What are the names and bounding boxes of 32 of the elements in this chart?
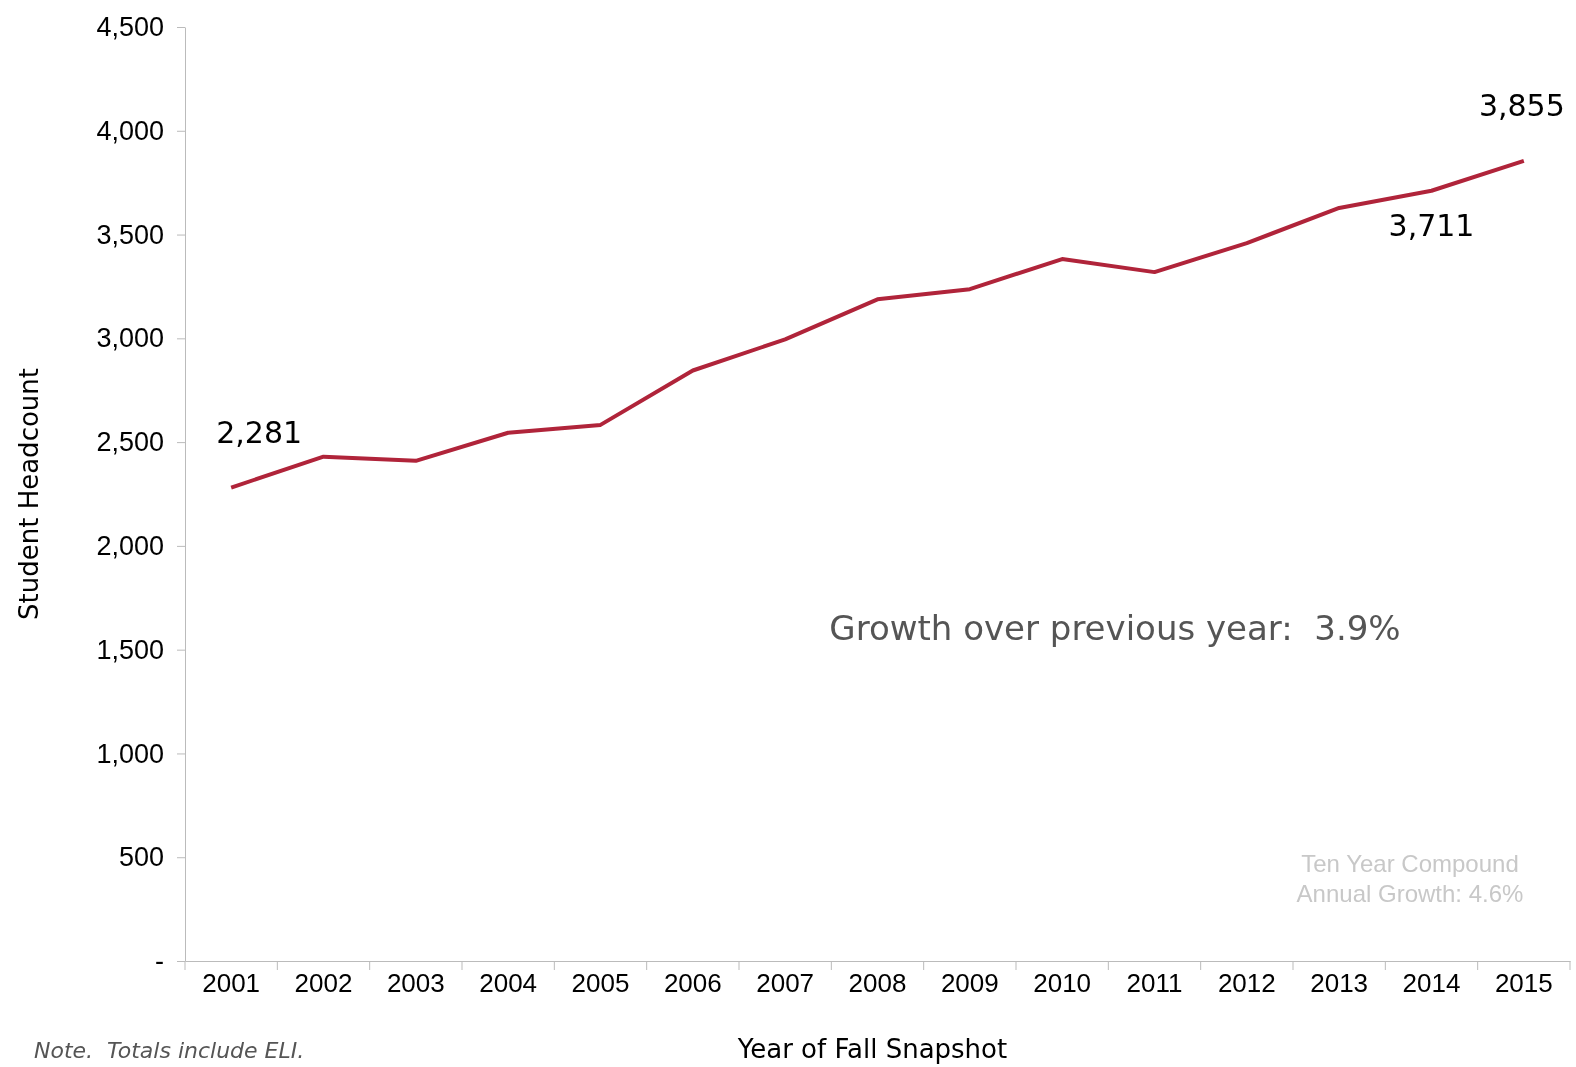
y-tick-label: 500 — [118, 842, 164, 873]
y-tick-label: 3,500 — [96, 219, 164, 250]
y-axis-title: Student Headcount — [14, 368, 44, 620]
x-tick-label: 2002 — [294, 968, 353, 998]
x-tick-label: 2011 — [1126, 968, 1183, 998]
x-tick-label: 2003 — [386, 968, 445, 998]
x-tick-label: 2013 — [1310, 968, 1369, 998]
x-axis-title: Year of Fall Snapshot — [736, 1034, 1008, 1064]
y-tick-label: 2,500 — [96, 427, 164, 458]
data-label: 2,281 — [216, 414, 303, 450]
y-tick-label: - — [155, 946, 164, 977]
x-tick-label: 2012 — [1217, 968, 1276, 998]
x-tick-label: 2007 — [756, 968, 815, 998]
y-tick-label: 4,500 — [96, 12, 164, 43]
y-tick-label: 1,500 — [96, 634, 164, 665]
text: Note. Totals include ELI. — [34, 1038, 305, 1063]
annotation: Growth over previous year: 3.9% — [829, 608, 1401, 648]
data-label: 3,711 — [1388, 207, 1475, 243]
y-tick-label: 3,000 — [96, 323, 164, 354]
x-tick-label: 2008 — [848, 968, 907, 998]
x-tick-label: 2005 — [571, 968, 630, 998]
x-tick-label: 2009 — [940, 968, 999, 998]
x-tick-label: 2001 — [202, 968, 261, 998]
y-tick-label: 4,000 — [96, 115, 164, 146]
data-label: 3,855 — [1478, 87, 1565, 123]
x-tick-label: 2014 — [1402, 968, 1461, 998]
y-tick-label: 1,000 — [96, 738, 164, 769]
x-tick-label: 2006 — [663, 968, 722, 998]
x-tick-label: 2010 — [1033, 968, 1092, 998]
y-tick-label: 2,000 — [96, 531, 164, 562]
x-tick-label: 2004 — [479, 968, 538, 998]
x-tick-label: 2015 — [1494, 968, 1553, 998]
